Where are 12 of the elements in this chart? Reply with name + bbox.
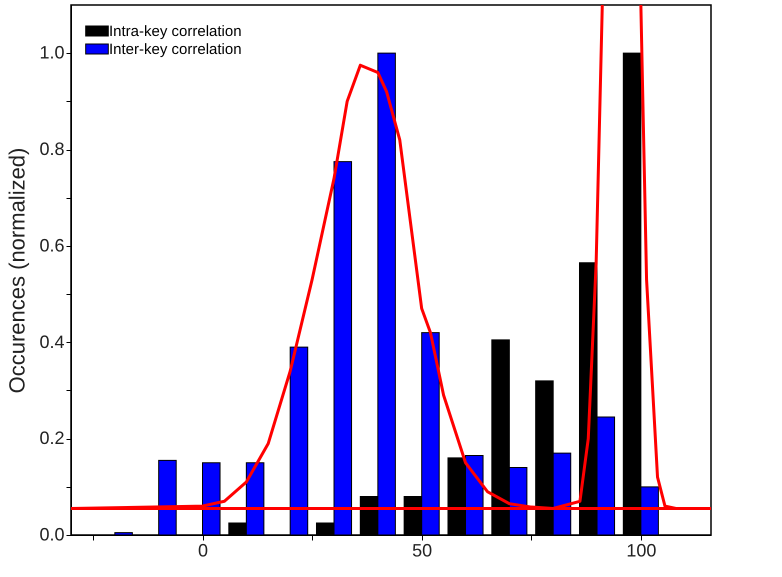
y-tick-label: 0.6: [39, 235, 64, 256]
y-axis-title: Occurences (normalized): [4, 148, 30, 394]
legend-label: Intra-key correlation: [109, 23, 242, 40]
y-tick-label: 0.4: [39, 332, 64, 352]
legend-label: Inter-key correlation: [109, 41, 242, 58]
y-tick-label: 1.0: [39, 42, 64, 63]
x-tick-label: 100: [626, 540, 656, 560]
x-tick-label: 50: [412, 540, 432, 560]
y-tick-label: 0.0: [39, 524, 64, 544]
y-tick-label: 0.8: [39, 139, 64, 160]
y-tick-label: 0.2: [39, 428, 64, 448]
x-tick-label: 0: [198, 540, 208, 560]
